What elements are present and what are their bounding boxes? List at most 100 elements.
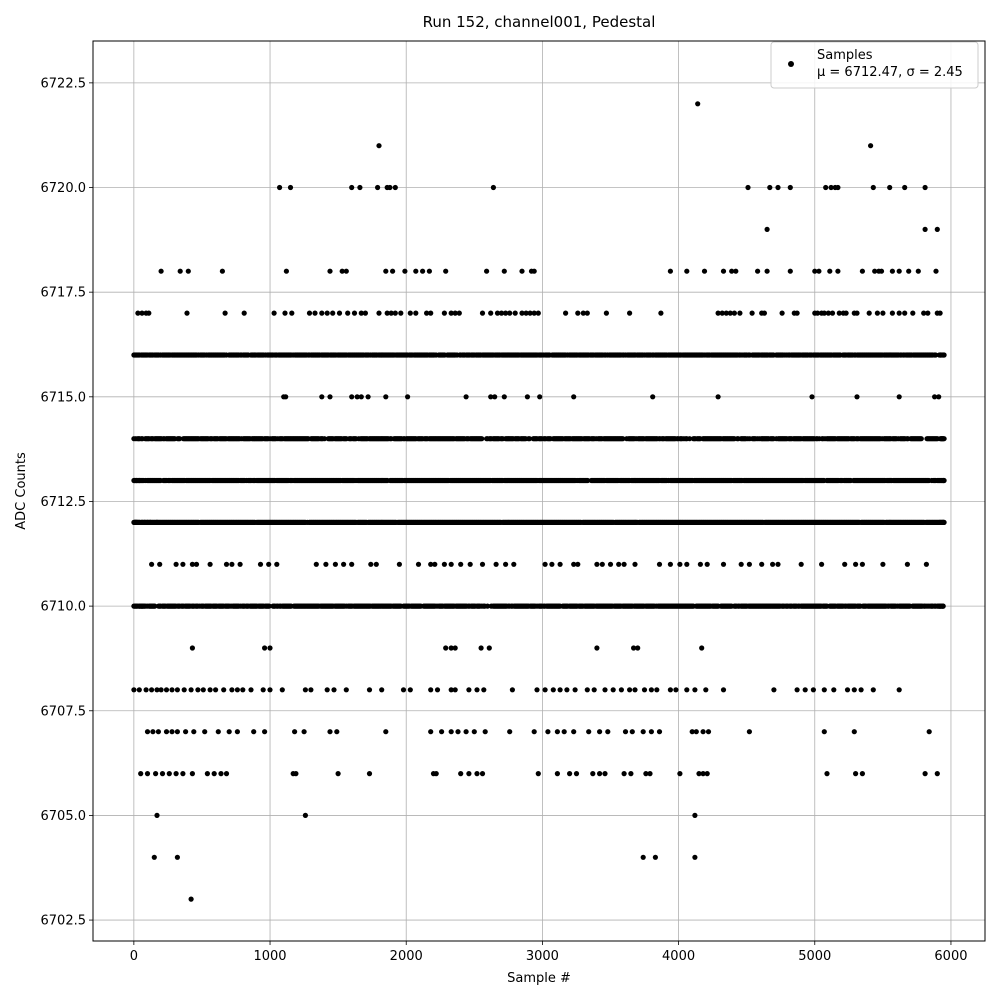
data-point [557,561,563,567]
data-point [824,771,830,777]
data-point [274,561,280,567]
data-point [366,687,373,693]
data-point [584,687,590,693]
data-point [854,394,860,400]
data-point [542,687,548,693]
data-point [866,310,872,316]
data-point [859,561,866,567]
data-point [155,729,161,735]
data-point [234,687,240,693]
data-point [940,352,946,358]
data-point [733,268,739,274]
data-point [889,268,896,274]
y-axis-label: ADC Counts [14,452,29,530]
data-point [771,687,777,693]
data-point [466,687,472,693]
data-point [376,310,382,316]
data-point [163,687,170,693]
data-point [859,771,866,777]
data-point [407,310,413,316]
data-point [571,394,577,400]
data-point [345,310,351,316]
data-point [174,729,180,735]
data-point [166,771,172,777]
data-point [692,687,698,693]
data-point [458,561,464,567]
data-point [563,310,569,316]
data-point [779,310,785,316]
data-point [492,394,498,400]
data-point [439,729,445,735]
data-point [219,268,225,274]
data-point [324,687,330,693]
data-point [557,687,563,693]
data-point [798,561,804,567]
data-point [251,729,257,735]
data-point [191,729,197,735]
data-point [537,394,543,400]
data-point [584,310,590,316]
y-tick-label: 6720.0 [41,181,87,196]
data-point [904,561,911,567]
data-point [306,310,313,316]
data-point [181,687,187,693]
data-point [341,561,347,567]
data-point [332,561,338,567]
data-points [131,101,947,902]
data-point [535,310,541,316]
data-point [835,268,841,274]
data-point [507,729,513,735]
data-point [819,561,825,567]
data-point [594,561,600,567]
data-point [222,310,228,316]
data-point [335,771,341,777]
data-point [131,687,137,693]
legend-stats: μ = 6712.47, σ = 2.45 [817,65,963,80]
data-point [277,184,283,191]
data-point [564,687,570,693]
data-point [241,310,247,316]
data-point [154,812,160,819]
data-point [764,226,770,232]
data-point [455,729,461,735]
data-point [677,561,683,567]
data-point [479,561,486,567]
data-point [293,771,299,777]
data-point [180,771,186,777]
data-point [531,729,537,735]
data-point [573,771,580,777]
data-point [731,310,738,316]
data-point [479,771,486,777]
data-point [703,687,709,693]
data-point [853,771,859,777]
data-point [835,184,841,191]
data-point [237,561,243,567]
data-point [621,771,627,777]
data-point [934,226,940,232]
data-point [240,687,246,693]
data-point [358,394,364,400]
data-point [880,561,886,567]
data-point [202,729,208,735]
data-point [715,394,721,400]
data-point [775,561,781,567]
data-point [413,310,419,316]
data-point [794,687,800,693]
y-tick-label: 6705.0 [41,809,87,824]
data-point [486,645,492,651]
data-point [383,394,389,400]
data-point [169,687,175,693]
data-point [357,184,363,191]
data-point [229,561,235,567]
data-point [283,268,289,274]
data-point [648,687,655,693]
data-point [331,687,337,693]
data-point [526,436,533,442]
data-point [415,561,422,567]
data-point [463,394,469,400]
data-point [452,645,458,651]
data-point [443,268,449,274]
data-point [262,729,268,735]
x-axis-label: Sample # [507,971,571,986]
data-point [375,184,381,191]
